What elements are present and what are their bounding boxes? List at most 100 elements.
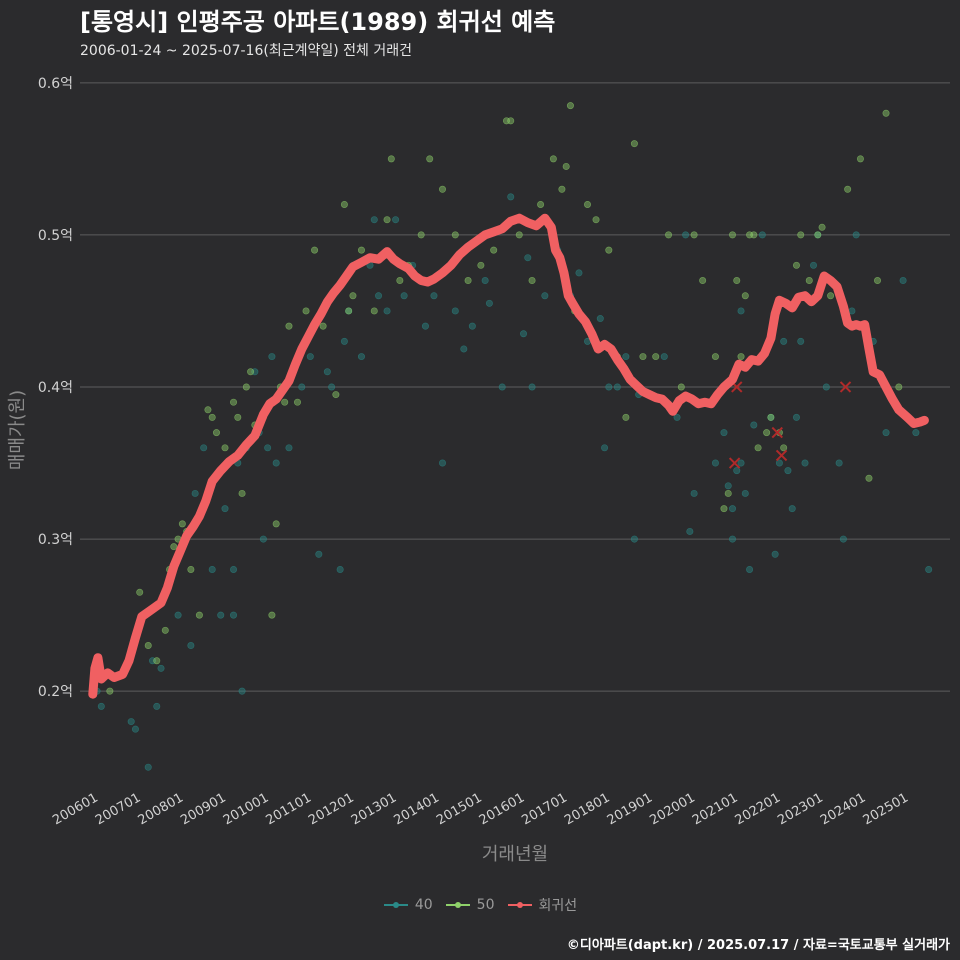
- point-50: [383, 216, 391, 224]
- point-50: [426, 155, 434, 163]
- outlier-mark: [771, 426, 783, 439]
- point-40: [801, 459, 809, 467]
- y-tick-labels: 0.2억 0.3억 0.4억 0.5억 0.6억: [38, 76, 73, 700]
- point-50: [724, 489, 732, 497]
- point-50: [827, 292, 835, 300]
- point-50: [856, 155, 864, 163]
- y-tick-label: 0.2억: [38, 684, 73, 700]
- x-tick-label: 201001: [221, 790, 271, 828]
- x-tick-label: 200901: [178, 790, 228, 828]
- point-40: [613, 383, 621, 391]
- point-50: [639, 353, 647, 361]
- point-40: [605, 383, 613, 391]
- chart-title: [통영시] 인평주공 아파트(1989) 회귀선 예측: [80, 8, 556, 36]
- x-tick-label: 202201: [733, 790, 783, 828]
- outlier-marks: [728, 381, 852, 469]
- legend-label-40: 40: [414, 897, 433, 913]
- point-50: [349, 292, 357, 300]
- x-tick-label: 202401: [818, 790, 868, 828]
- outlier-mark: [775, 449, 788, 462]
- point-40: [375, 292, 383, 300]
- x-tick-label: 201601: [477, 790, 527, 828]
- point-50: [332, 391, 340, 399]
- point-50: [882, 109, 890, 117]
- point-40: [268, 353, 276, 361]
- point-40: [528, 383, 536, 391]
- x-tick-label: 201501: [434, 790, 484, 828]
- point-50: [144, 642, 152, 650]
- point-50: [272, 520, 280, 528]
- point-50: [345, 307, 353, 315]
- point-40: [238, 687, 246, 695]
- point-50: [592, 216, 600, 224]
- point-50: [733, 277, 741, 285]
- point-40: [315, 550, 323, 558]
- source-credit: ©디아파트(dapt.kr) / 2025.07.17 / 자료=국토교통부 실…: [566, 938, 950, 953]
- x-tick-label: 201301: [349, 790, 399, 828]
- point-50: [797, 231, 805, 239]
- point-50: [873, 277, 881, 285]
- x-tick-labels: 2006012007012008012009012010012011012012…: [50, 790, 911, 828]
- point-40: [601, 444, 609, 452]
- point-40: [720, 429, 728, 437]
- point-50: [690, 231, 698, 239]
- point-40: [622, 353, 630, 361]
- point-40: [771, 550, 779, 558]
- point-40: [810, 261, 818, 269]
- point-50: [234, 413, 242, 421]
- point-50: [711, 353, 719, 361]
- point-50: [562, 162, 570, 170]
- point-50: [285, 322, 293, 330]
- point-50: [187, 565, 195, 573]
- point-50: [136, 588, 144, 596]
- point-50: [583, 200, 591, 208]
- point-40: [131, 725, 139, 733]
- point-50: [477, 261, 485, 269]
- point-50: [515, 231, 523, 239]
- point-40: [596, 315, 604, 323]
- point-40: [912, 429, 920, 437]
- point-50: [242, 383, 250, 391]
- point-40: [285, 444, 293, 452]
- point-40: [852, 231, 860, 239]
- point-40: [191, 489, 199, 497]
- point-40: [400, 292, 408, 300]
- point-40: [421, 322, 429, 330]
- point-40: [737, 307, 745, 315]
- point-40: [711, 459, 719, 467]
- point-40: [97, 702, 105, 710]
- point-40: [925, 565, 933, 573]
- y-tick-label: 0.6억: [38, 76, 73, 92]
- point-40: [733, 467, 741, 475]
- point-40: [788, 505, 796, 513]
- point-40: [899, 277, 907, 285]
- point-50: [340, 200, 348, 208]
- point-50: [780, 444, 788, 452]
- point-40: [272, 459, 280, 467]
- x-tick-label: 202501: [861, 790, 911, 828]
- point-50: [212, 429, 220, 437]
- point-50: [204, 406, 212, 414]
- point-40: [660, 353, 668, 361]
- x-axis-label: 거래년월: [482, 844, 548, 865]
- point-50: [387, 155, 395, 163]
- point-40: [882, 429, 890, 437]
- legend-item-40: 40: [383, 897, 433, 913]
- point-50: [805, 277, 813, 285]
- point-40: [200, 444, 208, 452]
- point-50: [357, 246, 365, 254]
- point-50: [417, 231, 425, 239]
- point-50: [106, 687, 114, 695]
- legend-swatch-regression: [507, 902, 532, 908]
- legend-swatch-50: [445, 902, 470, 908]
- point-50: [677, 383, 685, 391]
- point-50: [844, 185, 852, 193]
- point-50: [549, 155, 557, 163]
- point-40: [792, 413, 800, 421]
- point-40: [507, 193, 515, 201]
- outlier-mark: [728, 457, 741, 469]
- point-40: [673, 413, 681, 421]
- point-40: [357, 353, 365, 361]
- legend-label-regression: 회귀선: [538, 898, 578, 914]
